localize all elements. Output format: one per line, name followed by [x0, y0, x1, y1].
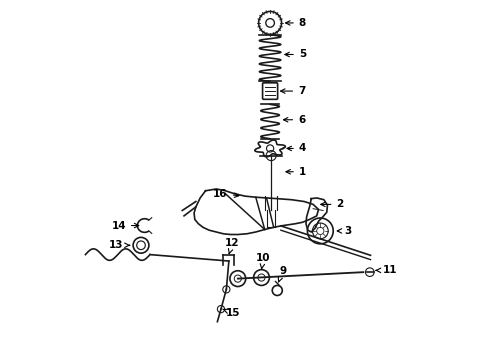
- Text: 5: 5: [285, 49, 306, 59]
- Text: 7: 7: [281, 86, 305, 96]
- Text: 4: 4: [287, 143, 306, 153]
- Text: 2: 2: [321, 199, 343, 210]
- Text: 13: 13: [109, 240, 129, 250]
- Text: 8: 8: [286, 18, 306, 28]
- Text: 11: 11: [376, 265, 397, 275]
- Text: 1: 1: [286, 167, 306, 177]
- Text: 16: 16: [213, 189, 239, 199]
- Text: 6: 6: [283, 115, 305, 125]
- Text: 3: 3: [337, 226, 352, 236]
- Text: 12: 12: [225, 238, 240, 254]
- Text: 14: 14: [111, 221, 139, 230]
- Text: 9: 9: [278, 266, 286, 282]
- Text: 15: 15: [223, 308, 240, 318]
- Text: 10: 10: [256, 253, 270, 269]
